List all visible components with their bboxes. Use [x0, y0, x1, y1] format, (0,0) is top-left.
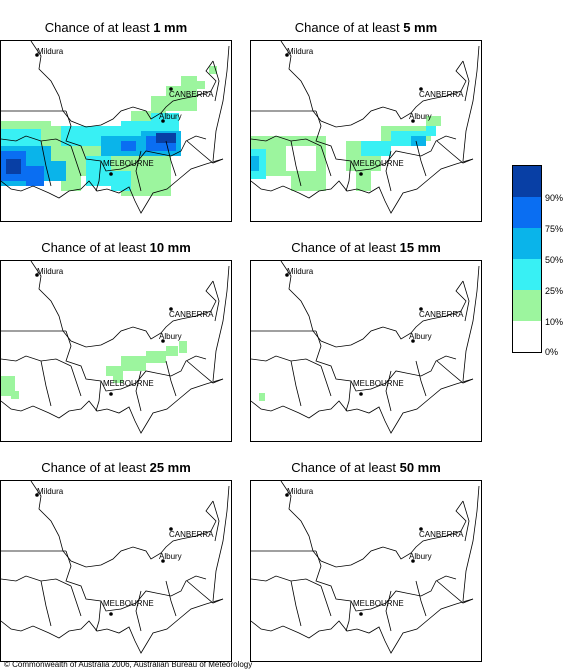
panel-title: Chance of at least 15 mm	[291, 240, 441, 255]
rainfall-map: Mildura CANBERRA Albury MELBOURNE	[0, 260, 232, 442]
legend-label-75: 75%	[545, 224, 564, 234]
map-svg-5mm: Mildura CANBERRA Albury MELBOURNE	[251, 41, 480, 214]
label-canberra: CANBERRA	[419, 90, 464, 99]
legend-label-10: 10%	[545, 317, 564, 327]
panel-title: Chance of at least 10 mm	[41, 240, 191, 255]
legend-swatch-75	[513, 197, 541, 229]
probability-shading	[251, 116, 441, 191]
boundaries	[251, 481, 480, 654]
boundaries	[1, 41, 230, 214]
label-melbourne: MELBOURNE	[353, 599, 404, 608]
panel-title: Chance of at least 25 mm	[41, 460, 191, 475]
probability-shading	[259, 393, 265, 401]
label-canberra: CANBERRA	[419, 310, 464, 319]
boundaries	[251, 261, 480, 434]
map-svg-1mm: Mildura CANBERRA Albury MELBOURNE	[1, 41, 230, 214]
legend-swatch-10	[513, 290, 541, 322]
legend-label-25: 25%	[545, 286, 564, 296]
legend-label-50: 50%	[545, 255, 564, 265]
label-canberra: CANBERRA	[169, 310, 214, 319]
map-svg-10mm: Mildura CANBERRA Albury MELBOURNE	[1, 261, 230, 434]
probability-legend: 90% 75% 50% 25% 10% 0%	[512, 165, 568, 357]
legend-colorbar	[512, 165, 542, 353]
label-melbourne: MELBOURNE	[103, 379, 154, 388]
probability-shading	[1, 341, 187, 399]
label-albury: Albury	[409, 552, 432, 561]
label-mildura: Mildura	[287, 47, 314, 56]
copyright-notice: © Commonwealth of Australia 2006, Austra…	[4, 660, 253, 669]
rainfall-map: Mildura CANBERRA Albury MELBOURNE	[250, 260, 482, 442]
rainfall-map: Mildura CANBERRA Albury MELBOURNE	[0, 480, 232, 662]
label-canberra: CANBERRA	[169, 530, 214, 539]
rainfall-map: Mildura CANBERRA Albury MELBOURNE	[250, 40, 482, 222]
legend-swatch-50	[513, 228, 541, 260]
map-svg-15mm: Mildura CANBERRA Albury MELBOURNE	[251, 261, 480, 434]
legend-label-90: 90%	[545, 193, 564, 203]
legend-swatch-0	[513, 321, 541, 352]
label-mildura: Mildura	[287, 267, 314, 276]
label-canberra: CANBERRA	[419, 530, 464, 539]
label-mildura: Mildura	[37, 47, 64, 56]
label-canberra: CANBERRA	[169, 90, 214, 99]
boundaries	[251, 41, 480, 214]
rainfall-map: Mildura CANBERRA Albury MELBOURNE	[250, 480, 482, 662]
label-albury: Albury	[159, 552, 182, 561]
label-albury: Albury	[159, 332, 182, 341]
label-melbourne: MELBOURNE	[353, 159, 404, 168]
legend-label-0: 0%	[545, 347, 559, 357]
label-melbourne: MELBOURNE	[103, 599, 154, 608]
panel-title: Chance of at least 5 mm	[294, 20, 438, 35]
label-albury: Albury	[409, 112, 432, 121]
panel-title: Chance of at least 1 mm	[44, 20, 188, 35]
legend-swatch-25	[513, 259, 541, 291]
map-svg-50mm: Mildura CANBERRA Albury MELBOURNE	[251, 481, 480, 654]
legend-swatch-90	[513, 166, 541, 198]
label-mildura: Mildura	[287, 487, 314, 496]
label-melbourne: MELBOURNE	[103, 159, 154, 168]
label-mildura: Mildura	[37, 487, 64, 496]
label-mildura: Mildura	[37, 267, 64, 276]
rainfall-map: Mildura CANBERRA Albury MELBOURNE	[0, 40, 232, 222]
label-melbourne: MELBOURNE	[353, 379, 404, 388]
boundaries	[1, 261, 230, 434]
boundaries	[1, 481, 230, 654]
label-albury: Albury	[409, 332, 432, 341]
map-svg-25mm: Mildura CANBERRA Albury MELBOURNE	[1, 481, 230, 654]
label-albury: Albury	[159, 112, 182, 121]
panel-title: Chance of at least 50 mm	[291, 460, 441, 475]
probability-shading	[1, 66, 217, 196]
